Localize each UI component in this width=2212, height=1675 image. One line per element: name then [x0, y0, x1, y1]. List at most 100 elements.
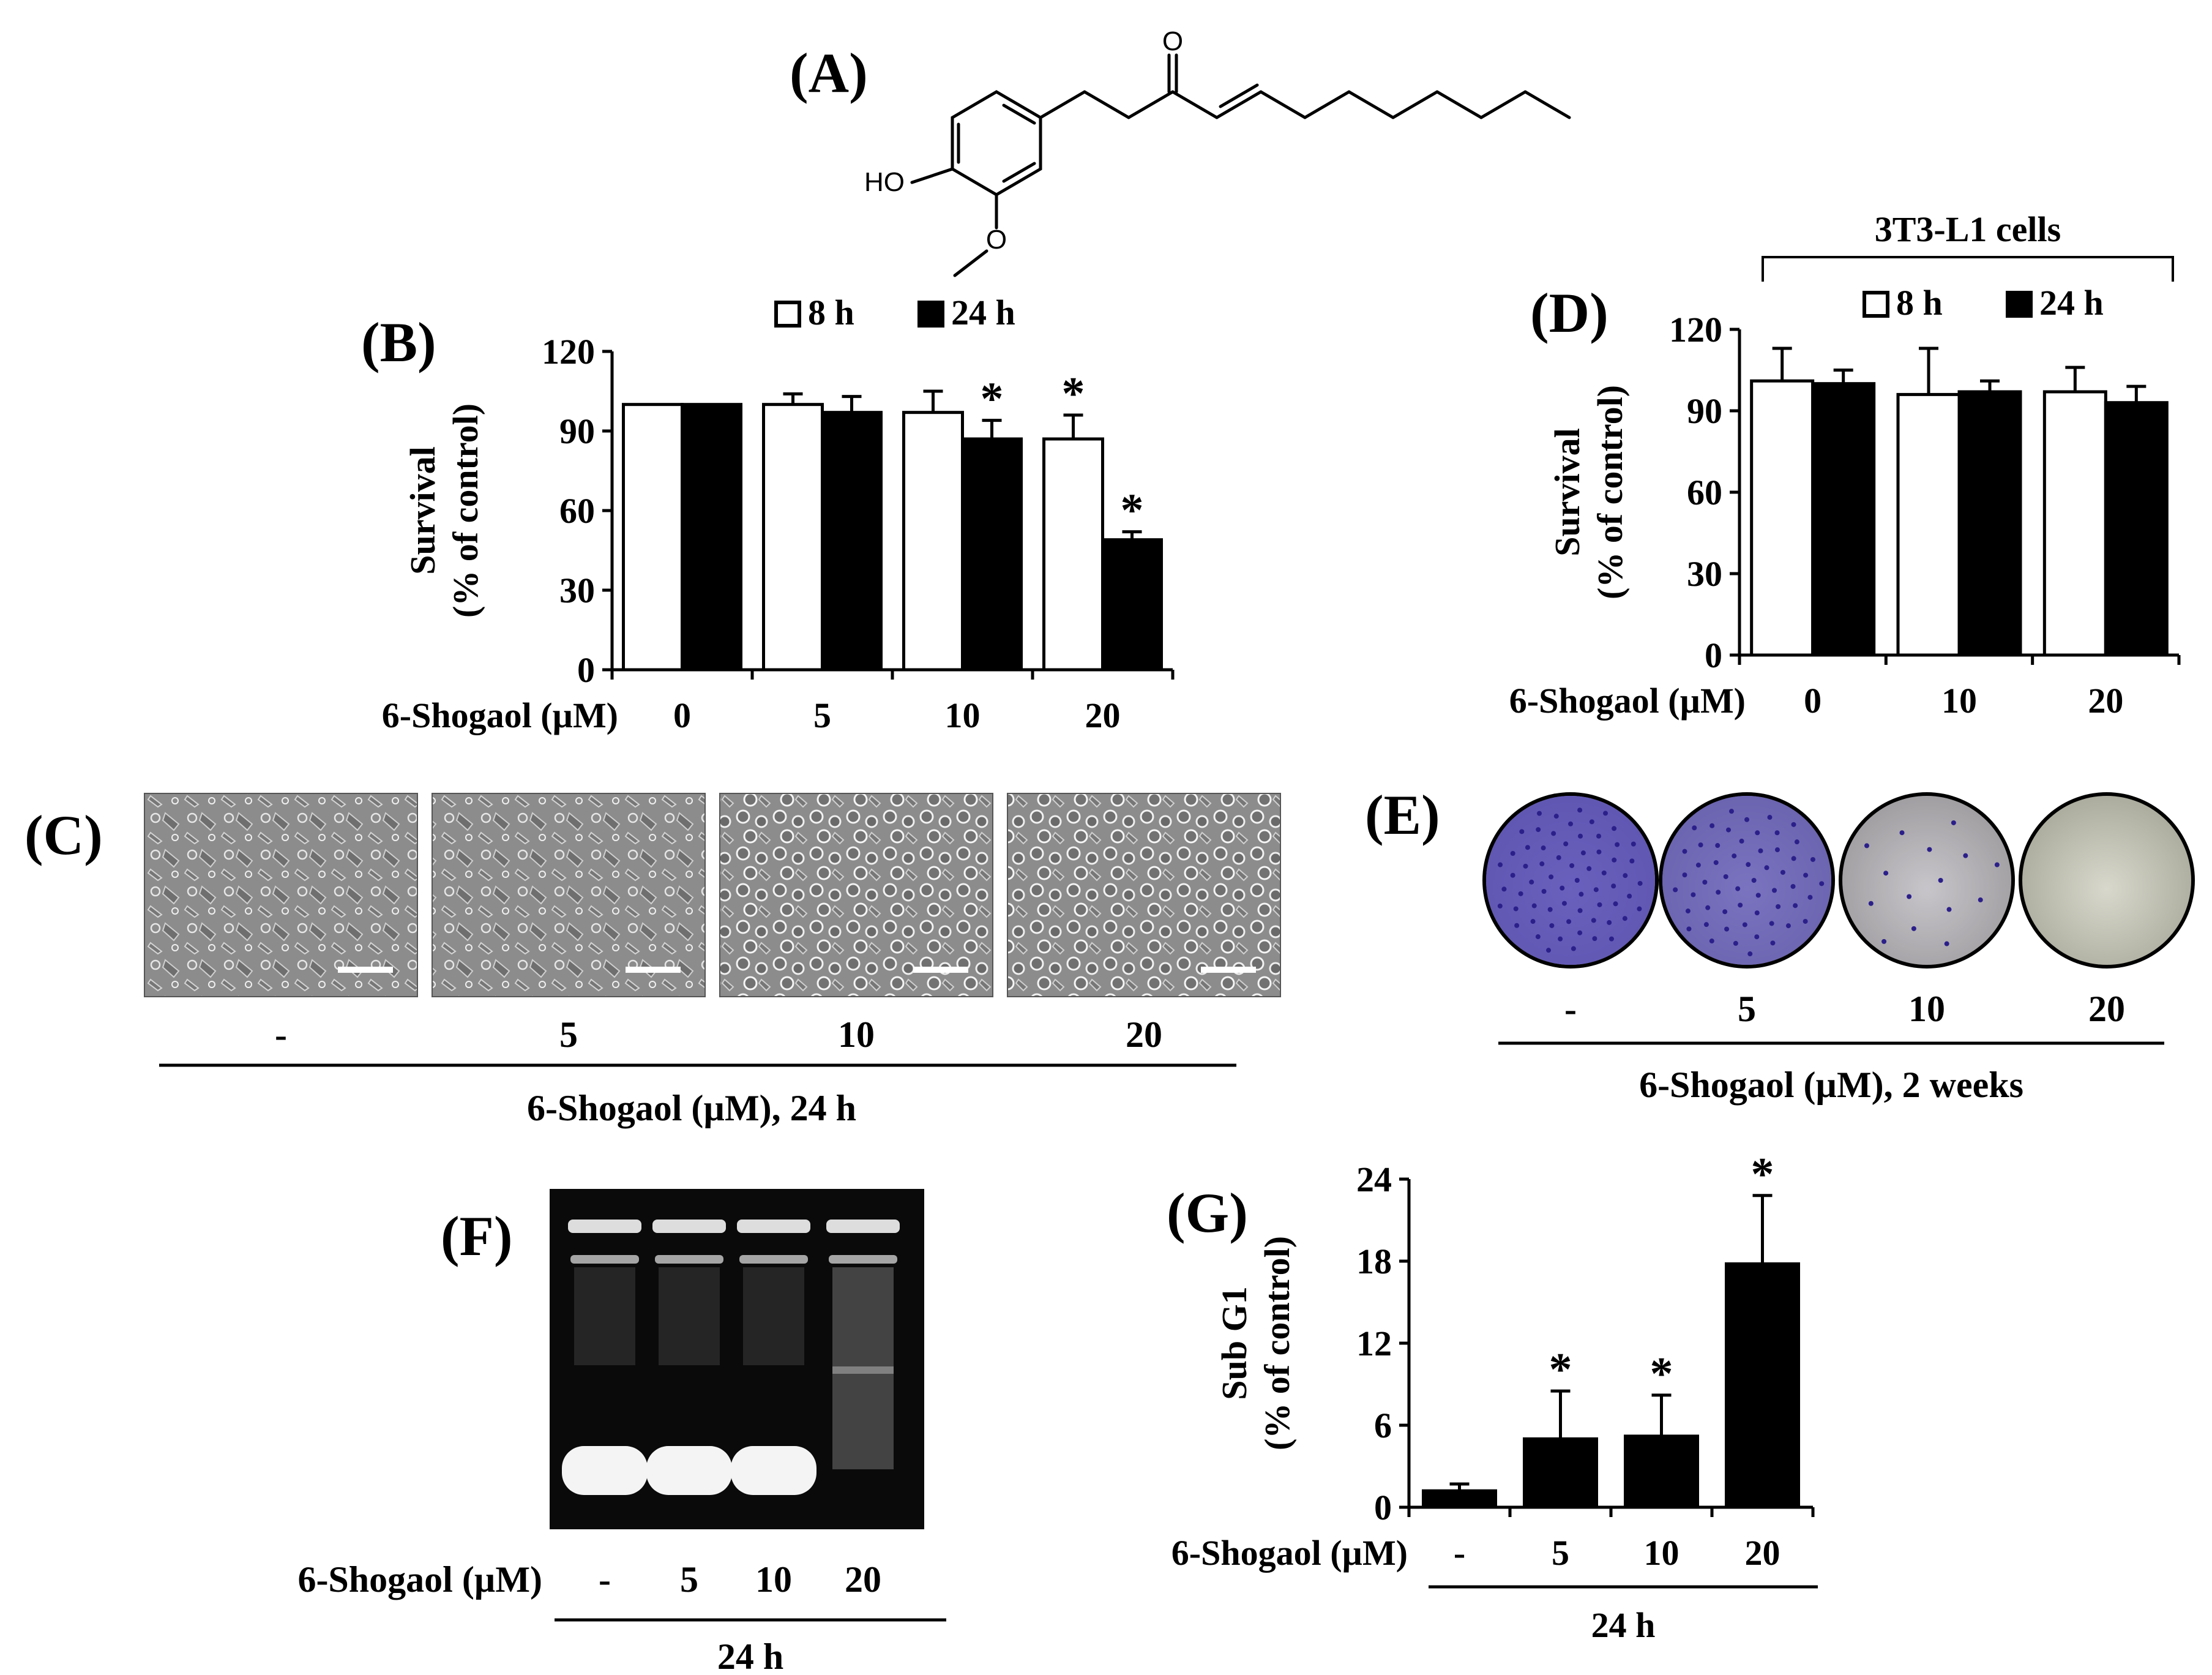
colony: [1780, 869, 1785, 875]
colony: [1685, 909, 1691, 914]
colony: [1551, 831, 1556, 836]
colony: [1951, 820, 1956, 825]
significance-star: *: [1650, 1348, 1673, 1400]
colony: [1571, 946, 1576, 951]
x-tick-label: 20: [1745, 1533, 1780, 1573]
colony: [1596, 849, 1602, 855]
gel-lane-label: 10: [755, 1559, 792, 1600]
gel-lane-label: 5: [680, 1559, 698, 1600]
x-tick-label: 5: [1552, 1533, 1569, 1573]
y-tick-label: 0: [1374, 1488, 1392, 1527]
bar--: [1422, 1489, 1497, 1509]
y-tick-label: 24: [1356, 1160, 1392, 1199]
methoxy-oxygen: O: [986, 225, 1007, 255]
colony: [1510, 872, 1515, 878]
bar-8h-0: [622, 403, 684, 672]
y-tick-label: 12: [1356, 1324, 1392, 1363]
colony: [1728, 809, 1734, 814]
colony: [1691, 892, 1696, 897]
y-tick-label: 60: [1687, 473, 1722, 512]
colony: [1751, 878, 1757, 883]
colony: [1739, 838, 1744, 844]
colony: [1771, 888, 1777, 893]
legend-swatch: [1863, 291, 1889, 318]
colony: [1603, 811, 1609, 816]
panel-g-label: (G): [1167, 1182, 1248, 1244]
colony: [1623, 873, 1628, 879]
colony: [1715, 843, 1721, 849]
panel-e-label: (E): [1365, 784, 1440, 846]
panel-e-caption: 6-Shogaol (µM), 2 weeks: [1639, 1065, 2023, 1105]
panel-f-label: (F): [441, 1205, 512, 1267]
colony: [1523, 863, 1528, 869]
x-tick-label: 10: [1941, 681, 1977, 721]
colony: [1530, 919, 1536, 924]
colony: [1558, 936, 1563, 942]
panel-f-caption: 24 h: [717, 1636, 783, 1675]
panel-b-label: (B): [361, 311, 436, 373]
colony: [1589, 819, 1594, 825]
legend-label: 24 h: [2039, 283, 2104, 323]
dish-label: -: [1564, 989, 1577, 1029]
panel-a-label: (A): [790, 42, 868, 104]
y-tick-label: 90: [1687, 391, 1722, 431]
colony: [1596, 833, 1602, 839]
colony: [1868, 901, 1874, 906]
colony: [1547, 907, 1553, 912]
panel-c-label: (C): [24, 804, 103, 866]
significance-star: *: [1549, 1344, 1572, 1395]
gel-lane-label: 20: [845, 1559, 881, 1600]
colony: [1525, 845, 1530, 850]
colony: [1578, 833, 1583, 839]
x-tick-label: 0: [1804, 681, 1822, 721]
colony: [1563, 841, 1569, 847]
dish-4: [2022, 796, 2191, 965]
colony: [1498, 862, 1503, 867]
colony: [1703, 922, 1709, 927]
colony: [1938, 878, 1943, 883]
y-tick-label: 30: [1687, 554, 1722, 594]
y-axis-label: Sub G1(% of control): [1214, 1236, 1297, 1450]
dish-3: [1842, 796, 2011, 965]
colony: [1722, 909, 1728, 915]
colony: [1698, 842, 1703, 848]
colony: [1568, 821, 1573, 826]
colony: [1535, 934, 1541, 940]
micrograph-label: 20: [1126, 1014, 1162, 1055]
micrograph-label: 10: [838, 1014, 875, 1055]
shogaol-structure: [910, 53, 1571, 277]
bar-8h-5: [762, 403, 824, 672]
chart-d: 0 30 60 90 120 0 10 20 6-Shogaol (µM) Survival(% …: [1509, 283, 2181, 721]
colony: [1549, 874, 1554, 880]
colony: [1593, 887, 1599, 893]
legend-label: 8 h: [808, 293, 854, 332]
legend-label: 8 h: [1896, 283, 1943, 323]
low-mw-band: [731, 1446, 816, 1495]
colony: [1978, 897, 1983, 902]
hydroxyl-group: HO: [864, 167, 905, 197]
colony: [1726, 827, 1732, 833]
colony: [1994, 862, 2000, 867]
micrograph-row: - 5 10 20: [144, 793, 1281, 1055]
colony: [1613, 901, 1618, 907]
colony: [1774, 847, 1780, 853]
panel-f-xlabel: 6-Shogaol (µM): [297, 1559, 542, 1600]
panel-c-caption: 6-Shogaol (µM), 24 h: [527, 1088, 856, 1128]
colony: [1709, 823, 1715, 828]
cell-line-label: 3T3-L1 cells: [1875, 209, 2061, 249]
well: [737, 1220, 810, 1233]
colony: [1793, 903, 1798, 909]
smear: [574, 1267, 635, 1365]
colony: [1597, 902, 1602, 907]
colony: [1601, 870, 1607, 875]
panel-d: (D) 3T3-L1 cells 0 30 60 90 120 0 10 20 6-Shogao…: [1509, 209, 2181, 721]
bar-8h-10: [1896, 392, 1961, 657]
colony: [1579, 891, 1584, 897]
colony: [1764, 865, 1769, 871]
colony: [1790, 883, 1796, 889]
colony: [1510, 851, 1515, 856]
genomic-band: [655, 1255, 723, 1264]
genomic-band: [739, 1255, 808, 1264]
colony-stain: [1486, 796, 1655, 965]
colony: [1682, 849, 1687, 854]
